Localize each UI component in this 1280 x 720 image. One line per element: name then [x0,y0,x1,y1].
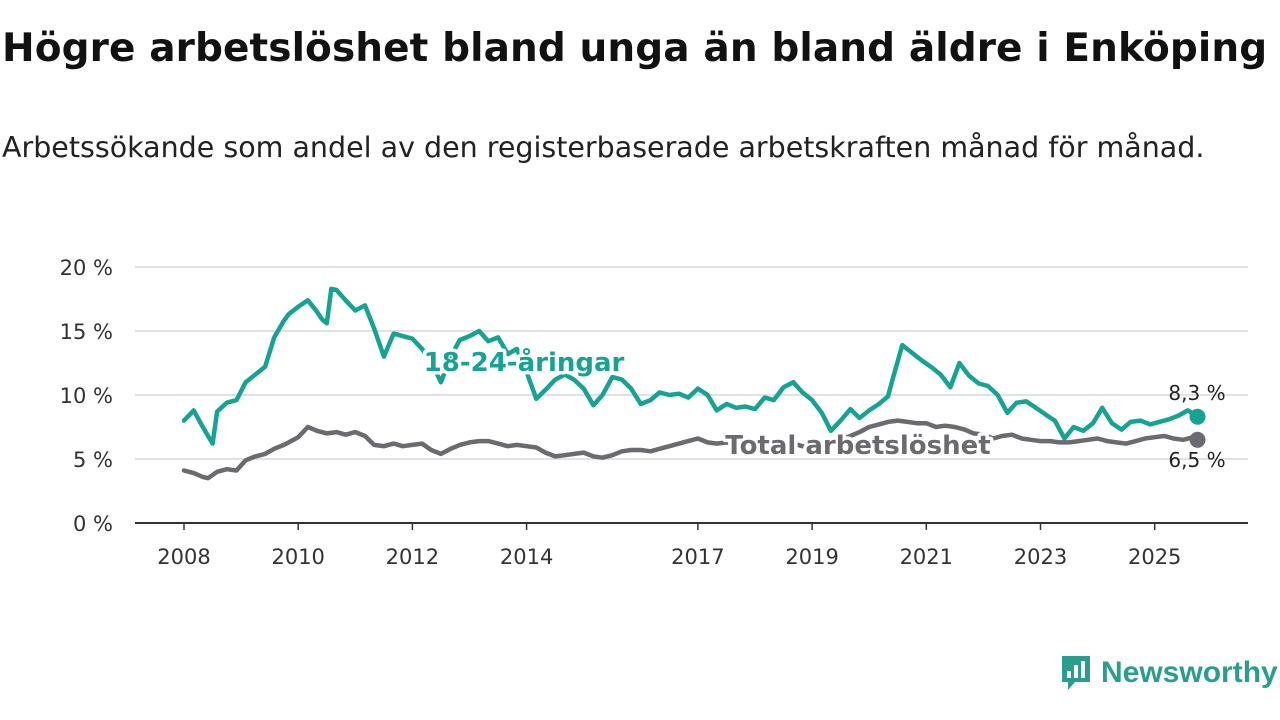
y-tick-label: 5 % [73,448,113,472]
grid-layer [135,266,1248,460]
end-value-label-young: 8,3 % [1168,381,1225,405]
x-tick-label: 2019 [785,545,838,569]
end-value-label-total: 6,5 % [1168,448,1225,472]
y-tick-label: 0 % [73,512,113,536]
brand-logo: Newsworthy [1059,653,1278,693]
x-tick-label: 2014 [500,545,553,569]
chart-title: Högre arbetslöshet bland unga än bland ä… [2,26,1268,71]
series-line-young [181,286,1200,446]
x-tick-label: 2010 [271,545,324,569]
axis-layer: 0 % 5 % 10 % 15 % 20 % 2008 2010 2012 2014 2017 20… [60,256,1248,569]
x-tick-label: 2025 [1128,545,1181,569]
series-end-point [1189,408,1206,425]
y-tick-label: 10 % [60,384,113,408]
x-tick-label: 2021 [900,545,953,569]
brand-name: Newsworthy [1101,656,1278,689]
x-tick-label: 2023 [1014,545,1067,569]
series-label-young: 18-24-åringar [424,346,625,378]
label-layer: 8,3 % 6,5 % 18-24-åringar Total arbetslöshe… [420,343,1225,473]
series-end-point [1189,431,1206,448]
series-layer [181,286,1206,481]
y-tick-label: 15 % [60,320,113,344]
x-tick-label: 2008 [157,545,210,569]
x-tick-label: 2017 [671,545,724,569]
y-tick-label: 20 % [60,256,113,280]
series-label-total: Total arbetslöshet [725,431,990,461]
series-line-total [181,418,1200,481]
newsworthy-logo-icon [1062,656,1090,690]
x-tick-label: 2012 [386,545,439,569]
chart-subtitle: Arbetssökande som andel av den registerb… [2,131,1205,164]
